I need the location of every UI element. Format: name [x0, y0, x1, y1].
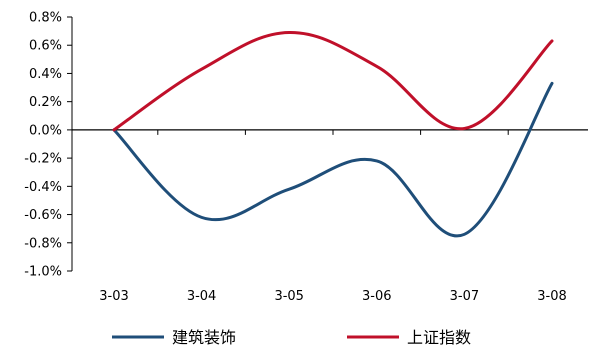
legend-label: 上证指数 [407, 328, 471, 347]
x-tick-label: 3-06 [362, 289, 392, 304]
x-axis: 3-03 3-04 3-05 3-06 3-07 3-08 [72, 129, 588, 304]
y-tick-label: -0.8% [24, 236, 62, 251]
series-lines [112, 31, 554, 238]
series-line-1 [112, 81, 554, 238]
y-tick-label: -0.4% [24, 180, 62, 195]
y-tick-label: 0.2% [29, 95, 62, 110]
y-tick-label: 0.6% [29, 39, 62, 54]
y-tick-label: 0.0% [29, 123, 62, 138]
y-tick-label: -0.2% [24, 152, 62, 167]
y-tick-label: 0.4% [29, 67, 62, 82]
x-ticks: 3-03 3-04 3-05 3-06 3-07 3-08 [99, 129, 567, 304]
y-tick-label: -0.6% [24, 208, 62, 223]
x-tick-label: 3-07 [450, 289, 480, 304]
legend-label: 建筑装饰 [172, 328, 236, 347]
y-ticks: 0.8% 0.6% 0.4% 0.2% 0.0% -0.2% -0.4% -0.6% -0.8%… [24, 11, 72, 280]
series-line-2 [112, 31, 554, 132]
x-tick-label: 3-08 [537, 289, 567, 304]
y-axis: 0.8% 0.6% 0.4% 0.2% 0.0% -0.2% -0.4% -0.6% -0.8%… [24, 11, 73, 280]
y-tick-label: -1.0% [24, 265, 62, 280]
legend: 建筑装饰 上证指数 [112, 328, 471, 347]
y-tick-label: 0.8% [29, 11, 62, 26]
x-tick-label: 3-03 [99, 289, 129, 304]
x-tick-label: 3-05 [274, 289, 304, 304]
x-tick-label: 3-04 [187, 289, 217, 304]
